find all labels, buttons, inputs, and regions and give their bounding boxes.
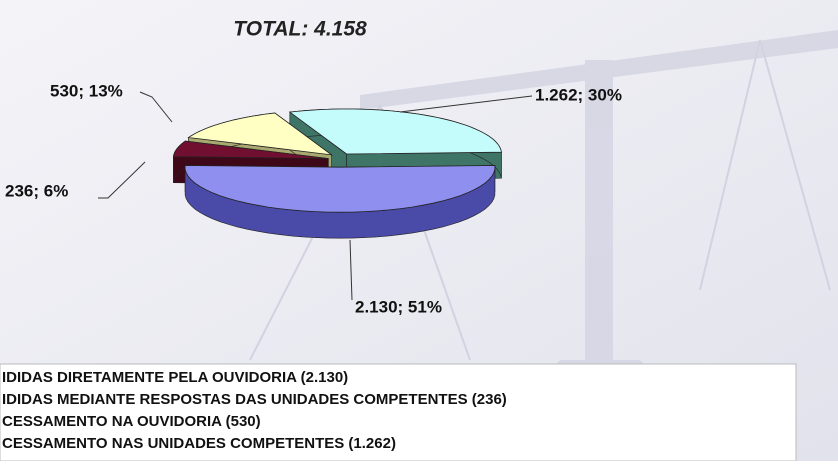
data-label: 236; 6%	[5, 181, 68, 200]
legend-label: IDIDAS DIRETAMENTE PELA OUVIDORIA (2.130…	[2, 369, 348, 386]
slice	[288, 108, 502, 155]
leader-line	[349, 239, 353, 301]
data-label: 2.130; 51%	[355, 297, 442, 316]
chart-title: TOTAL: 4.158	[233, 18, 367, 41]
data-label: 1.262; 30%	[535, 85, 622, 104]
slice	[172, 140, 329, 159]
leader-line	[399, 95, 533, 113]
leader-line	[98, 161, 146, 199]
data-label: 530; 13%	[50, 81, 123, 100]
legend-box	[0, 363, 797, 462]
legend-label: CESSAMENTO NA OUVIDORIA (530)	[2, 413, 261, 430]
legend-label: IDIDAS MEDIANTE RESPOSTAS DAS UNIDADES C…	[2, 391, 507, 408]
slice	[187, 112, 334, 156]
leader-line	[139, 91, 173, 123]
slice	[184, 165, 496, 213]
legend-label: CESSAMENTO NAS UNIDADES COMPETENTES (1.2…	[2, 435, 396, 452]
